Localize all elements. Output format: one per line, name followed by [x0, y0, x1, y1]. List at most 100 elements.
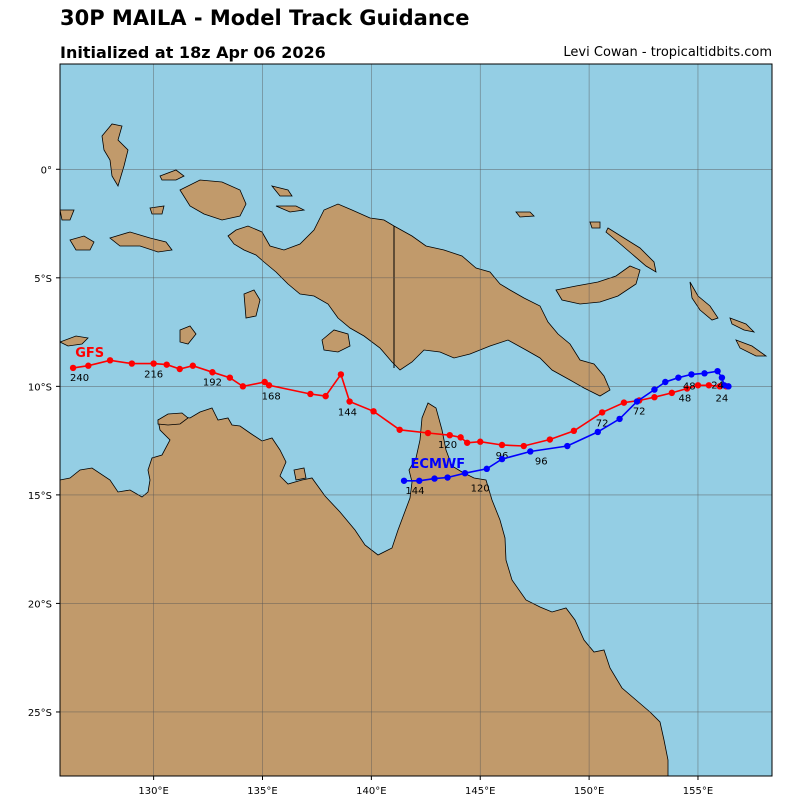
land-layer	[60, 123, 768, 776]
forecast-hour-label-ecmwf: 120	[471, 484, 490, 495]
forecast-hour-label-ecmwf: 72	[633, 407, 646, 418]
track-point-gfs	[322, 392, 329, 400]
island-halmahera	[101, 123, 129, 187]
lat-tick-label: 0°	[41, 165, 52, 176]
track-point-ecmwf	[444, 474, 451, 481]
island-seram	[109, 231, 173, 253]
lon-tick-label: 155°E	[683, 786, 713, 797]
track-point-gfs	[446, 431, 453, 439]
forecast-hour-label-gfs: 216	[144, 370, 163, 381]
track-point-ecmwf	[701, 370, 708, 377]
track-point-gfs	[307, 390, 314, 398]
island-new-ireland	[605, 227, 657, 273]
island-tanimbar	[179, 325, 197, 345]
island-timor	[60, 335, 89, 347]
track-point-ecmwf	[483, 465, 490, 473]
lat-tick-label: 10°S	[28, 382, 52, 393]
island-new-britain	[555, 265, 641, 305]
island-small-1	[159, 169, 185, 181]
forecast-hour-label-gfs: 72	[596, 419, 609, 430]
graticule	[60, 64, 772, 776]
track-point-gfs	[620, 399, 628, 406]
island-small-5	[515, 211, 535, 218]
track-point-ecmwf	[714, 367, 721, 375]
track-point-gfs	[598, 409, 606, 416]
track-point-gfs	[163, 361, 170, 368]
track-point-gfs	[498, 441, 506, 449]
track-point-gfs	[209, 369, 216, 376]
track-point-gfs	[396, 426, 403, 433]
landmass-australia	[60, 402, 669, 776]
track-point-gfs	[346, 398, 353, 405]
island-frederik-hendrik	[321, 329, 351, 353]
track-point-gfs	[463, 439, 471, 446]
lon-tick-label: 150°E	[574, 786, 604, 797]
landmass-new-guinea	[227, 203, 611, 397]
forecast-hour-label-gfs: 48	[679, 394, 692, 405]
track-point-gfs	[128, 360, 136, 367]
lat-tick-label: 25°S	[28, 708, 52, 719]
lon-tick-label: 135°E	[247, 786, 277, 797]
track-point-gfs	[651, 394, 658, 401]
island-groote	[293, 467, 307, 481]
track-point-ecmwf	[498, 455, 506, 463]
track-point-ecmwf	[688, 371, 695, 378]
model-tracks: 24 48 72 96 120 144 168 192 216 240 GFS 24 48 72 96 120…	[69, 346, 732, 497]
track-point-ecmwf	[720, 382, 728, 389]
track-point-ecmwf	[594, 428, 602, 436]
forecast-hour-label-ecmwf: 96	[535, 457, 548, 468]
island-melville	[157, 412, 189, 426]
forecast-hour-label-gfs: 120	[438, 440, 457, 451]
track-point-ecmwf	[431, 475, 438, 482]
island-small-7	[60, 209, 75, 221]
track-point-gfs	[69, 364, 77, 372]
model-label-ecmwf: ECMWF	[411, 457, 466, 472]
axis-ticks: 130°E 135°E 140°E 145°E 150°E 155°E 0° 5°S 10°S 1…	[28, 165, 713, 797]
track-point-gfs	[520, 442, 527, 450]
track-point-gfs	[694, 382, 702, 389]
lat-tick-label: 15°S	[28, 491, 52, 502]
lat-tick-label: 5°S	[34, 274, 52, 285]
track-point-ecmwf	[416, 477, 423, 484]
track-point-gfs	[683, 385, 691, 392]
track-point-gfs	[457, 434, 464, 441]
track-point-ecmwf	[675, 374, 682, 381]
island-small-6	[589, 221, 601, 229]
forecast-hour-label-gfs: 192	[203, 377, 222, 388]
track-point-gfs	[239, 383, 247, 390]
track-point-gfs	[477, 438, 484, 445]
track-point-gfs	[546, 436, 554, 443]
page-title: 30P MAILA - Model Track Guidance	[60, 6, 470, 30]
lon-tick-label: 145°E	[465, 786, 495, 797]
island-buru	[69, 235, 95, 251]
track-point-ecmwf	[662, 378, 669, 386]
forecast-hour-label-ecmwf: 144	[405, 486, 424, 497]
track-point-gfs	[189, 362, 197, 369]
track-point-ecmwf	[527, 448, 534, 455]
model-label-gfs: GFS	[75, 346, 104, 361]
map-frame	[59, 63, 773, 777]
track-point-gfs	[668, 389, 676, 397]
track-point-gfs	[370, 408, 377, 415]
track-point-gfs	[226, 374, 234, 381]
track-point-gfs	[265, 382, 273, 389]
lat-tick-label: 20°S	[28, 599, 52, 610]
island-aru	[243, 289, 261, 319]
track-point-ecmwf	[400, 477, 408, 484]
lon-tick-label: 140°E	[356, 786, 386, 797]
track-point-ecmwf	[564, 442, 571, 450]
track-point-gfs	[337, 371, 345, 378]
island-solomon-1	[729, 317, 756, 333]
track-point-ecmwf	[616, 415, 623, 423]
island-small-4	[275, 205, 306, 213]
track-point-ecmwf	[651, 386, 658, 393]
track-point-gfs	[150, 360, 157, 367]
forecast-hour-label-gfs: 168	[262, 391, 281, 402]
track-point-gfs	[106, 357, 114, 364]
track-point-gfs	[176, 365, 183, 373]
track-point-ecmwf	[718, 374, 726, 381]
credit-text: Levi Cowan - tropicaltidbits.com	[563, 45, 772, 60]
island-bougainville	[689, 281, 719, 321]
track-point-ecmwf	[633, 398, 641, 405]
